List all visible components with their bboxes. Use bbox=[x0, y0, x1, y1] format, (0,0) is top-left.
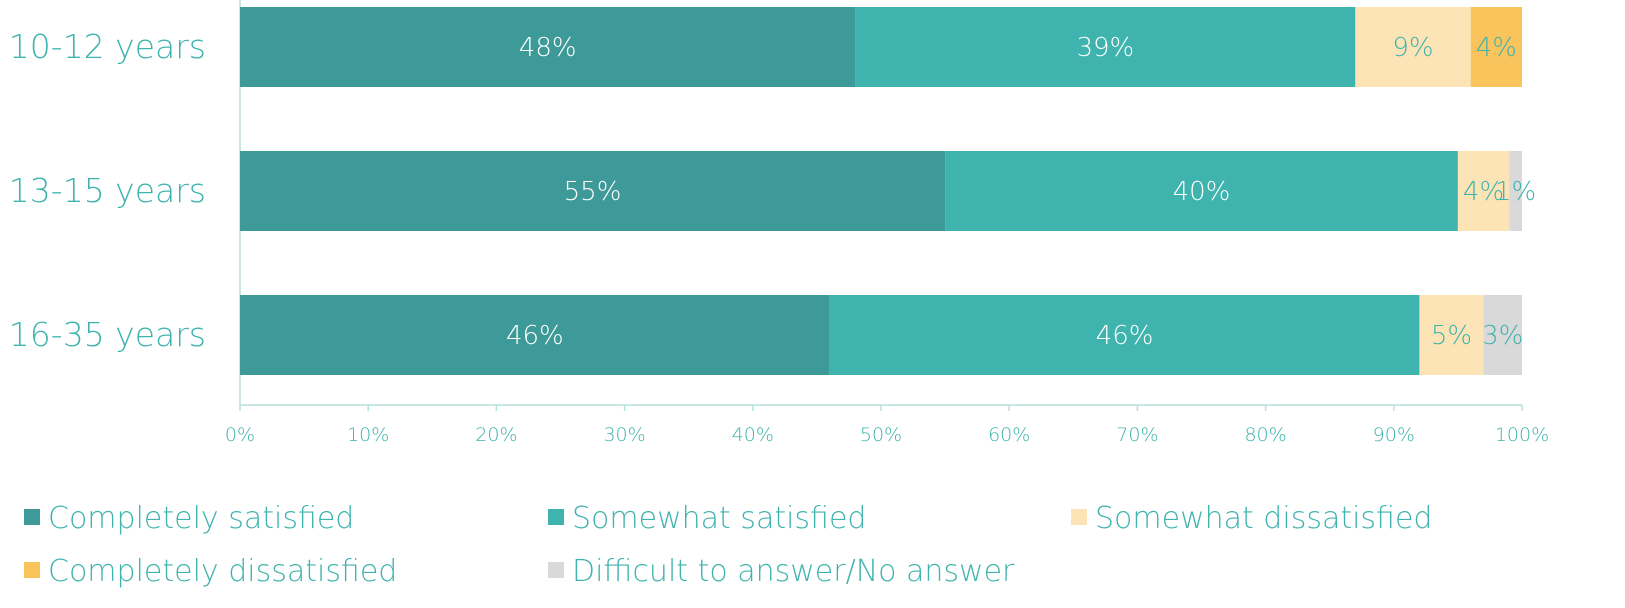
x-tick-label: 100% bbox=[1495, 424, 1549, 446]
bar-segment bbox=[240, 7, 856, 87]
legend-item: Completely satisfied bbox=[24, 501, 354, 536]
data-label: 3% bbox=[1482, 321, 1523, 351]
data-label: 55% bbox=[564, 177, 622, 207]
x-tick-label: 50% bbox=[860, 424, 902, 446]
bar-segment bbox=[945, 151, 1458, 231]
legend-label: Completely dissatisfied bbox=[48, 554, 397, 589]
x-tick-label: 0% bbox=[225, 424, 255, 446]
data-label: 46% bbox=[506, 321, 564, 351]
legend-label: Difficult to answer/No answer bbox=[572, 554, 1015, 589]
category-label: 10-12 years bbox=[9, 27, 206, 66]
legend-item: Somewhat satisfied bbox=[548, 501, 866, 536]
data-label: 4% bbox=[1476, 33, 1517, 63]
data-label: 39% bbox=[1076, 33, 1134, 63]
bar-segment bbox=[240, 295, 830, 375]
category-label: 16-35 years bbox=[9, 315, 206, 354]
legend-swatch bbox=[548, 509, 564, 525]
data-label: 5% bbox=[1431, 321, 1472, 351]
legend-label: Somewhat satisfied bbox=[572, 501, 866, 536]
bar-segment bbox=[1509, 151, 1522, 231]
bar-segment bbox=[240, 151, 946, 231]
bar-segment bbox=[1483, 295, 1522, 375]
data-label: 46% bbox=[1096, 321, 1154, 351]
legend-item: Somewhat dissatisfied bbox=[1071, 501, 1432, 536]
legend-swatch bbox=[24, 562, 40, 578]
x-tick-label: 20% bbox=[475, 424, 517, 446]
legend-label: Completely satisfied bbox=[48, 501, 354, 536]
bar-segment bbox=[1470, 7, 1522, 87]
legend-item: Difficult to answer/No answer bbox=[548, 554, 1015, 589]
legend-item: Completely dissatisfied bbox=[24, 554, 397, 589]
data-label: 40% bbox=[1173, 177, 1231, 207]
x-tick-label: 70% bbox=[1116, 424, 1158, 446]
bar-segment bbox=[1355, 7, 1471, 87]
legend-swatch bbox=[548, 562, 564, 578]
data-label: 1% bbox=[1495, 177, 1536, 207]
x-tick-label: 80% bbox=[1244, 424, 1286, 446]
x-tick-label: 40% bbox=[732, 424, 774, 446]
x-tick-label: 60% bbox=[988, 424, 1030, 446]
bar-segment bbox=[829, 295, 1420, 375]
legend-swatch bbox=[1071, 509, 1087, 525]
x-tick-label: 90% bbox=[1373, 424, 1415, 446]
bar-segment bbox=[855, 7, 1356, 87]
data-label: 9% bbox=[1392, 33, 1433, 63]
bar-segment bbox=[1457, 151, 1510, 231]
category-label: 13-15 years bbox=[9, 171, 206, 210]
legend-label: Somewhat dissatisfied bbox=[1095, 501, 1432, 536]
legend-swatch bbox=[24, 509, 40, 525]
x-tick-label: 30% bbox=[603, 424, 645, 446]
x-tick-label: 10% bbox=[347, 424, 389, 446]
data-label: 4% bbox=[1463, 177, 1504, 207]
data-label: 48% bbox=[519, 33, 577, 63]
bar-segment bbox=[1419, 295, 1484, 375]
